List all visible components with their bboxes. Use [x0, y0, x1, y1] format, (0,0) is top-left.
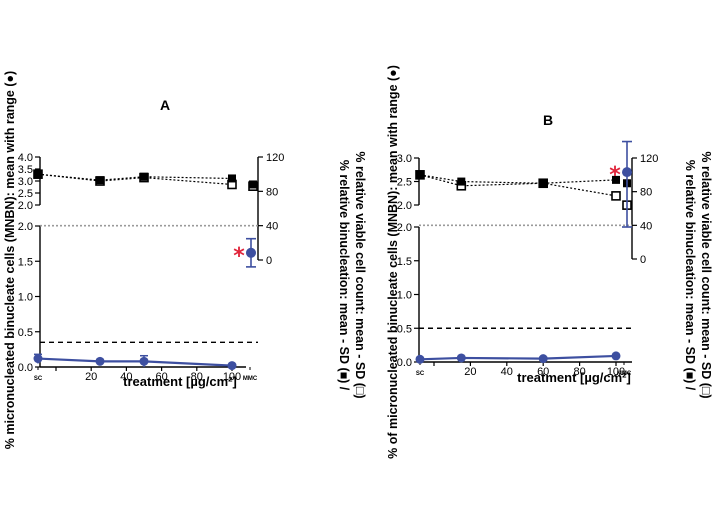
panel-b: B 2.0 2.5 3.0 0.0 0.5 1.0 1.5 2.0 0 40 80 120 20 40 60 8…	[397, 112, 659, 385]
right-tick-label: 80	[266, 186, 278, 198]
mnbn-line	[419, 354, 617, 361]
binucleation-point	[34, 170, 42, 179]
panel-a-right-axis-label-line1: % relative binucleation: mean - SD (■) /	[337, 160, 351, 391]
binucleation-line	[37, 173, 233, 181]
right-tick-label: 80	[640, 187, 652, 199]
x-special-tick-label: MMC	[617, 371, 632, 377]
x-tick-label: 80	[573, 366, 585, 378]
left-upper-tick-label: 3.5	[18, 164, 33, 176]
binucleation-point	[96, 176, 104, 185]
left-upper-tick-label: 2.0	[18, 200, 33, 212]
mnbn-point	[95, 356, 105, 366]
left-lower-tick-label: 1.5	[397, 256, 412, 268]
right-tick-label: 40	[266, 221, 278, 233]
panel-b-right-axis-label-line2: % relative viable cell count: mean - SD …	[699, 151, 713, 398]
significance-asterisk: *	[233, 244, 245, 269]
x-tick-label: 40	[501, 366, 513, 378]
left-upper-tick-label: 2.5	[397, 177, 412, 189]
mnbn-point	[611, 351, 621, 361]
left-lower-tick-label: 2.0	[18, 221, 33, 233]
binucleation-point	[539, 179, 548, 188]
left-lower-tick-label: 0.5	[18, 327, 33, 339]
binucleation-point	[140, 172, 148, 181]
x-special-tick-label: MMC	[243, 376, 258, 382]
viable-count-line	[37, 173, 233, 186]
x-tick-label: 40	[120, 371, 132, 383]
significance-asterisk: *	[609, 163, 621, 188]
right-tick-label: 120	[640, 153, 658, 165]
right-tick-label: 120	[266, 152, 284, 164]
left-upper-tick-label: 2.0	[397, 200, 412, 212]
panel-title: B	[543, 112, 553, 128]
left-lower-tick-label: 2.0	[397, 222, 412, 234]
panel-b-left-axis-label: % of micronucleated binucleate cells (MN…	[386, 65, 400, 459]
left-lower-tick-label: 1.5	[18, 256, 33, 268]
right-tick-label: 0	[640, 254, 646, 266]
panel-a-left-axis-label: % micronucleated binucleate cells (MNBN)…	[3, 71, 17, 449]
x-special-tick-label: SC	[416, 371, 425, 377]
x-tick-label: 60	[537, 366, 549, 378]
left-upper-tick-label: 3.0	[18, 176, 33, 188]
mnbn-point	[227, 361, 237, 371]
x-tick-label: 20	[85, 371, 97, 383]
x-tick-label: 100	[607, 366, 625, 378]
panel-title: A	[160, 97, 170, 113]
left-upper-tick-label: 2.5	[18, 188, 33, 200]
binucleation-point	[249, 180, 257, 189]
x-axis-title: treatment [µg/cm²]	[517, 370, 631, 385]
viable-count-line	[419, 174, 617, 197]
x-axis-title: treatment [µg/cm²]	[123, 374, 237, 389]
left-upper-tick-label: 3.0	[397, 153, 412, 165]
left-lower-tick-label: 1.0	[18, 292, 33, 304]
left-upper-tick-label: 4.0	[18, 152, 33, 164]
binucleation-point	[228, 174, 236, 183]
left-lower-tick-label: 0.0	[397, 357, 412, 369]
mnbn-control-point	[246, 247, 256, 258]
x-tick-label: 20	[464, 366, 476, 378]
mnbn-point	[415, 354, 425, 364]
x-tick-label: 100	[223, 371, 241, 383]
mnbn-point	[33, 354, 43, 364]
panel-b-right-axis-label-line1: % relative binucleation: mean - SD (■) /	[683, 160, 697, 391]
binucleation-line	[419, 174, 617, 184]
panel-a: A2.02.53.03.54.00.00.51.01.52.0040801202…	[18, 97, 285, 389]
mnbn-point	[456, 353, 466, 363]
x-tick-label: 80	[191, 371, 203, 383]
binucleation-point	[612, 175, 620, 184]
left-lower-tick-label: 1.0	[397, 290, 412, 302]
x-special-tick-label: SC	[34, 376, 43, 382]
viable-count-point	[611, 191, 621, 201]
mnbn-point	[538, 354, 548, 364]
left-lower-tick-label: 0.5	[397, 323, 412, 335]
panel-a-right-axis-label-line2: % relative viable cell count: mean - SD …	[353, 151, 367, 398]
mnbn-control-point	[622, 167, 632, 178]
right-tick-label: 40	[640, 220, 652, 232]
binucleation-point	[457, 177, 466, 186]
binucleation-point	[416, 170, 424, 179]
mnbn-point	[139, 356, 149, 366]
left-lower-tick-label: 0.0	[18, 362, 33, 374]
x-tick-label: 60	[155, 371, 167, 383]
right-tick-label: 0	[266, 255, 272, 267]
mnbn-line	[37, 357, 233, 367]
